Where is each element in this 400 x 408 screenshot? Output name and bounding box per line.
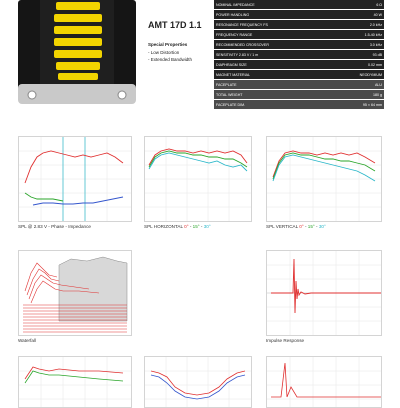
legend-15deg: 15° [307,224,315,229]
bottom-plot-left [19,357,131,407]
spl-impedance-plot [19,137,131,221]
spec-row: TOTAL WEIGHT 180 g [214,89,384,100]
spec-value: 0.02 mm [332,59,384,70]
spec-label: TOTAL WEIGHT [214,89,332,100]
spec-row: SENSITIVITY 2.83 V / 1 m 93 dB [214,49,384,60]
legend-0deg: 0° [184,224,189,229]
features-heading: Special Properties [148,42,188,47]
product-title: AMT 17D 1.1 [148,20,202,30]
spec-label: RECOMMENDED CROSSOVER [214,39,332,50]
legend-15deg: 15° [192,224,200,229]
impulse-response-chart [266,250,382,336]
spec-row: FACEPLATE DIM. 95 × 64 mm [214,99,384,110]
legend-30deg: 30° [203,224,211,229]
spec-row: FREQUENCY RANGE 1.5-40 kHz [214,29,384,40]
bottom-plot-right [267,357,381,407]
spec-row: RESONANCE FREQUENCY FS 2.0 kHz [214,19,384,30]
spec-label: POWER HANDLING [214,9,332,20]
waterfall-chart [18,250,132,336]
legend-0deg: 0° [299,224,304,229]
spec-value: 180 g [332,89,384,100]
spec-value: 6 Ω [332,0,384,10]
spl-horizontal-chart [144,136,252,222]
caption-waterfall: Waterfall [18,338,36,343]
spec-value: 40 W [332,9,384,20]
waterfall-plot [23,256,128,333]
spec-row: FACEPLATE ALU [214,79,384,90]
spec-value: 1.5-40 kHz [332,29,384,40]
spec-label: RESONANCE FREQUENCY FS [214,19,332,30]
spec-row: NOMINAL IMPEDANCE 6 Ω [214,0,384,10]
spec-value: ALU [332,79,384,90]
bottom-chart-left [18,356,132,408]
spec-row: DIAPHRAGM SIZE 0.02 mm [214,59,384,70]
spec-value: NEODYMIUM [332,69,384,80]
caption-impulse: Impulse Response [266,338,305,343]
caption-prefix: SPL HORIZONTAL [144,224,183,229]
legend-separator: - [304,224,307,229]
spl-horizontal-plot [145,137,251,221]
product-photo [18,0,136,104]
spec-value: 93 dB [332,49,384,60]
caption-spl-impedance: SPL @ 2.83 V - Phase - Impedance [18,224,91,229]
legend-separator: - [189,224,192,229]
tweeter-image [18,0,136,104]
spec-label: SENSITIVITY 2.83 V / 1 m [214,49,332,60]
legend-30deg: 30° [318,224,326,229]
spec-table: NOMINAL IMPEDANCE 6 Ω POWER HANDLING 40 W … [214,0,384,110]
spec-value: 2.0 kHz [332,19,384,30]
spec-row: MAGNET MATERIAL NEODYMIUM [214,69,384,80]
spl-phase-impedance-chart [18,136,132,222]
impulse-plot [267,251,381,335]
feature-item: - Low Distortion [148,50,180,55]
spec-label: FACEPLATE DIM. [214,99,332,110]
spec-label: MAGNET MATERIAL [214,69,332,80]
spec-row: POWER HANDLING 40 W [214,9,384,20]
caption-spl-vertical: SPL VERTICAL 0° - 15° - 30° [266,224,326,229]
spec-value: 3.0 kHz [332,39,384,50]
legend-separator: - [316,224,318,229]
spec-label: DIAPHRAGM SIZE [214,59,332,70]
bottom-plot-middle [145,357,251,407]
spl-vertical-chart [266,136,382,222]
caption-spl-horizontal: SPL HORIZONTAL 0° - 15° - 30° [144,224,211,229]
spl-vertical-plot [267,137,381,221]
legend-separator: - [200,224,203,229]
bottom-chart-right [266,356,382,408]
spec-value: 95 × 64 mm [332,99,384,110]
spec-label: FREQUENCY RANGE [214,29,332,40]
caption-prefix: SPL VERTICAL [266,224,298,229]
spec-label: NOMINAL IMPEDANCE [214,0,332,10]
spec-row: RECOMMENDED CROSSOVER 3.0 kHz [214,39,384,50]
bottom-chart-middle [144,356,252,408]
feature-item: - Extended Bandwidth [148,57,193,62]
spec-label: FACEPLATE [214,79,332,90]
